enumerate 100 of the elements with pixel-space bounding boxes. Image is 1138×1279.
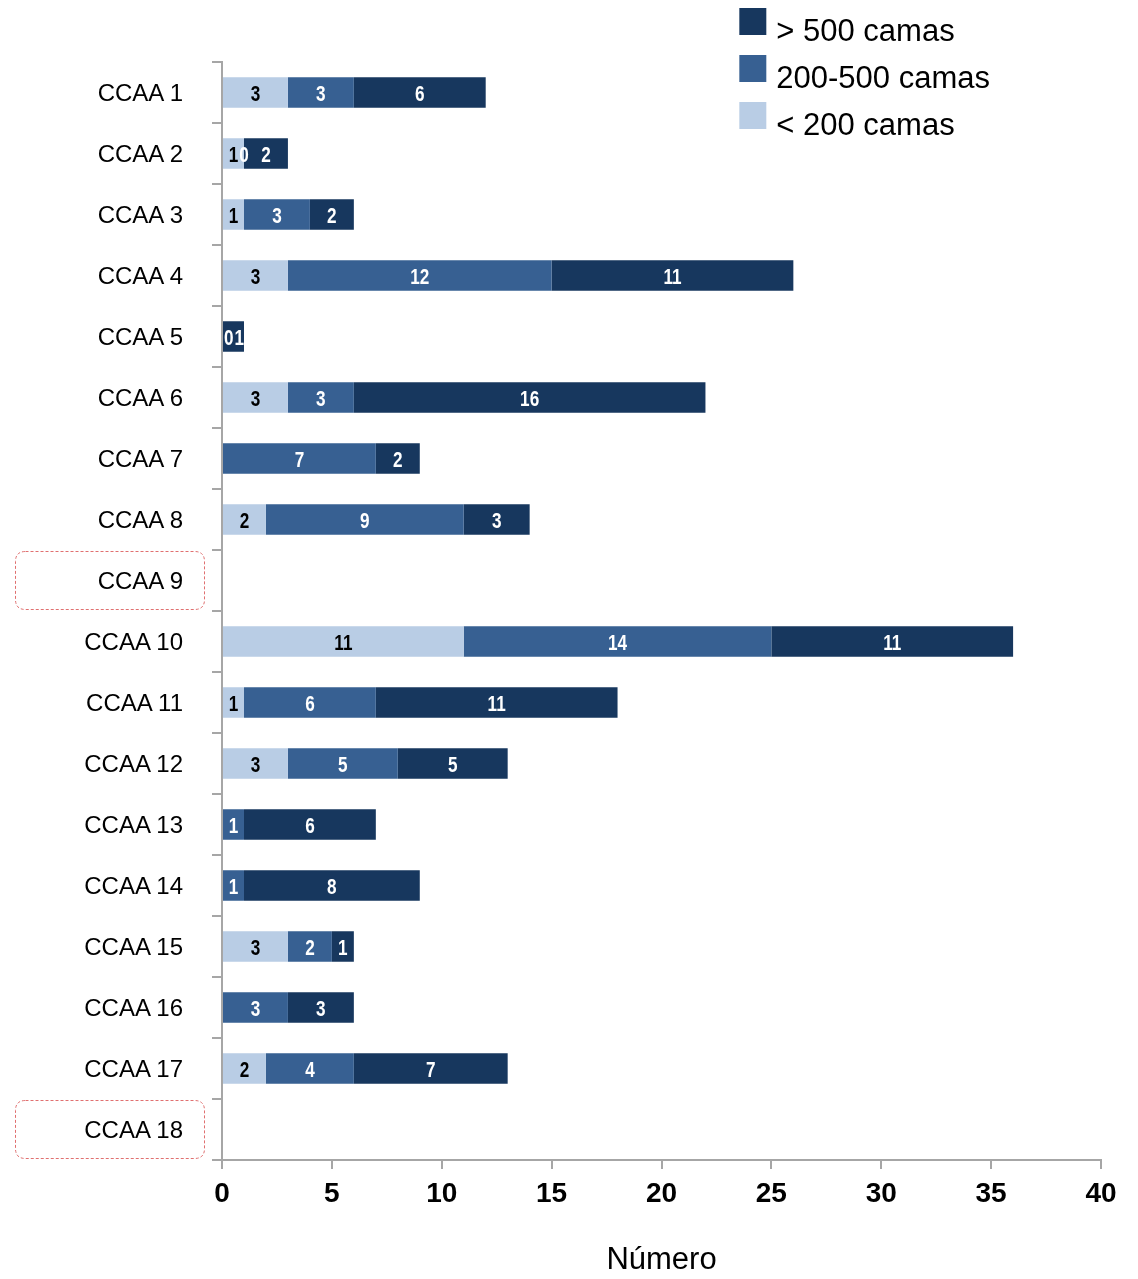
data-label: 12 [410, 263, 430, 289]
y-tick-label: CCAA 18 [83, 1115, 183, 1144]
y-tick-label: CCAA 12 [83, 749, 183, 778]
data-label: 2 [327, 202, 337, 228]
bar [265, 504, 464, 535]
x-tick-label: 5 [324, 1176, 340, 1208]
data-label: 2 [239, 507, 250, 533]
data-label: 3 [316, 80, 326, 106]
data-label: 3 [250, 995, 261, 1021]
bar [243, 199, 310, 230]
data-label: 3 [250, 934, 261, 960]
data-label: 3 [250, 263, 261, 289]
y-tick-label: CCAA 15 [83, 932, 183, 961]
data-label: 3 [491, 507, 502, 533]
data-label: 1 [228, 141, 239, 167]
data-label: 6 [305, 812, 315, 838]
bar [223, 382, 288, 413]
y-tick-label: CCAA 17 [83, 1054, 183, 1083]
data-label: 6 [415, 80, 425, 106]
x-axis-title: Número [606, 1240, 717, 1276]
bar [375, 443, 420, 474]
bar [243, 687, 376, 718]
data-label: 0 [239, 141, 249, 167]
y-tick-label: CCAA 10 [83, 627, 183, 656]
bar [771, 626, 1014, 657]
bar [375, 687, 618, 718]
data-label: 9 [360, 507, 370, 533]
y-tick-label: CCAA 14 [83, 871, 183, 900]
y-tick-label: CCAA 3 [96, 200, 183, 229]
y-tick-label: CCAA 7 [96, 444, 183, 473]
bar [287, 748, 398, 779]
x-tick-label: 25 [755, 1176, 787, 1208]
bar [551, 260, 794, 291]
bar [309, 199, 354, 230]
bar [243, 809, 376, 840]
bar [287, 77, 354, 108]
x-tick-label: 30 [865, 1176, 897, 1208]
bar [223, 1053, 266, 1084]
data-label: 1 [338, 934, 348, 960]
bar [265, 1053, 354, 1084]
data-label: 3 [316, 995, 326, 1021]
y-tick-label: CCAA 16 [83, 993, 183, 1022]
bar [223, 504, 266, 535]
y-tick-label: CCAA 6 [96, 383, 183, 412]
bar [353, 77, 486, 108]
data-label: 11 [487, 690, 506, 716]
x-tick-label: 15 [536, 1176, 568, 1208]
bar [223, 260, 288, 291]
data-label: 3 [250, 385, 261, 411]
data-label: 3 [250, 80, 261, 106]
bar [397, 748, 508, 779]
data-label: 8 [327, 873, 337, 899]
data-label: 11 [883, 629, 902, 655]
bar [353, 1053, 508, 1084]
bar [223, 992, 288, 1023]
y-tick-label: CCAA 5 [96, 322, 183, 351]
data-label: 11 [334, 629, 353, 655]
data-label: 0 [224, 324, 234, 350]
data-label: 7 [425, 1056, 436, 1082]
bar [463, 626, 772, 657]
bar [287, 992, 354, 1023]
data-label: 14 [608, 629, 628, 655]
bar [243, 870, 420, 901]
bar [223, 77, 288, 108]
y-tick-label: CCAA 2 [96, 139, 183, 168]
data-label: 1 [228, 873, 239, 899]
data-label: 2 [261, 141, 271, 167]
bar [353, 382, 706, 413]
bar [287, 260, 552, 291]
x-tick-label: 0 [214, 1176, 230, 1208]
y-tick-label: CCAA 1 [96, 78, 183, 107]
bar [287, 382, 354, 413]
data-label: 3 [272, 202, 282, 228]
y-tick-label: CCAA 4 [96, 261, 183, 290]
data-label: 1 [228, 202, 239, 228]
data-label: 7 [294, 446, 305, 472]
data-label: 1 [228, 690, 239, 716]
data-label: 1 [234, 324, 245, 350]
y-tick-label: CCAA 13 [83, 810, 183, 839]
data-label: 16 [520, 385, 540, 411]
data-label: 6 [305, 690, 315, 716]
bar [223, 748, 288, 779]
data-label: 2 [393, 446, 403, 472]
data-label: 5 [338, 751, 348, 777]
data-label: 11 [663, 263, 682, 289]
bar [287, 931, 332, 962]
y-tick-label: CCAA 9 [96, 566, 183, 595]
data-label: 1 [228, 812, 239, 838]
data-label: 2 [239, 1056, 250, 1082]
x-tick-label: 40 [1085, 1176, 1117, 1208]
legend-label: < 200 camas [776, 106, 955, 142]
bar [463, 504, 530, 535]
data-label: 3 [250, 751, 261, 777]
y-tick-label: CCAA 11 [85, 688, 183, 717]
legend-label: > 500 camas [776, 12, 955, 48]
x-tick-label: 10 [426, 1176, 458, 1208]
bar [331, 931, 354, 962]
bar [223, 443, 376, 474]
x-tick-label: 20 [645, 1176, 678, 1208]
y-tick-label: CCAA 8 [96, 505, 183, 534]
